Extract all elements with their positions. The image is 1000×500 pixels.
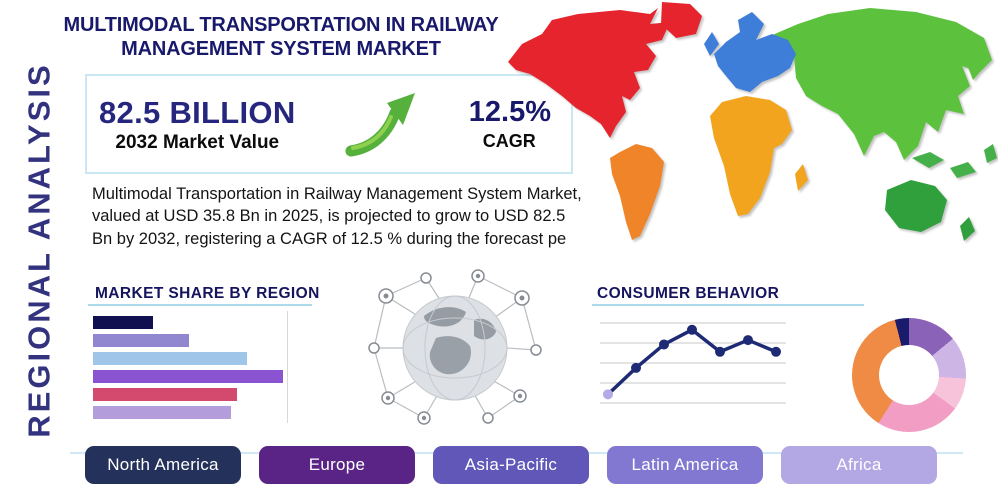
market-share-underline [88, 304, 312, 306]
title-line-1: MULTIMODAL TRANSPORTATION IN RAILWAY [63, 14, 499, 36]
map-greenland [661, 2, 702, 38]
market-share-bar-chart [93, 316, 293, 424]
market-share-bar-4 [93, 370, 283, 383]
map-japan [966, 48, 985, 80]
side-rail: REGIONAL ANALYSIS [0, 0, 80, 500]
map-north-america [508, 8, 670, 138]
trend-dots [603, 324, 781, 400]
page-title: MULTIMODAL TRANSPORTATION IN RAILWAY MAN… [56, 13, 506, 61]
region-button-asia-pacific[interactable]: Asia-Pacific [433, 446, 589, 484]
stats-panel: 82.5 BILLION 2032 Market Value 12.5% CAG… [85, 74, 573, 174]
cagr-block: 12.5% CAGR [469, 96, 551, 152]
consumer-behavior-heading: CONSUMER BEHAVIOR [597, 285, 780, 302]
region-button-africa[interactable]: Africa [781, 446, 937, 484]
market-share-bar-6 [93, 406, 231, 419]
network-node-dots [383, 273, 525, 421]
map-madagascar [795, 164, 808, 191]
region-button-latin-america[interactable]: Latin America [607, 446, 763, 484]
market-share-bar-3 [93, 352, 247, 365]
market-share-heading: MARKET SHARE BY REGION [95, 285, 320, 302]
bar-chart-gridline [287, 311, 288, 423]
world-map [508, 2, 997, 241]
market-value: 82.5 BILLION [99, 94, 296, 130]
line-chart-grid [600, 322, 786, 404]
map-new-zealand [960, 217, 975, 241]
map-south-america [610, 144, 664, 240]
map-asia [770, 8, 992, 160]
market-share-bar-1 [93, 316, 153, 329]
regional-donut-chart [852, 318, 966, 432]
globe-network-icon [368, 269, 542, 425]
market-value-block: 82.5 BILLION 2032 Market Value [99, 95, 296, 154]
market-share-bar-5 [93, 388, 237, 401]
region-buttons: North America Europe Asia-Pacific Latin Ame… [85, 446, 937, 484]
growth-arrow-icon [345, 93, 416, 157]
globe-grid [402, 295, 508, 401]
cagr-value: 12.5% [468, 96, 551, 128]
region-button-europe[interactable]: Europe [259, 446, 415, 484]
consumer-behavior-line-chart [600, 322, 786, 404]
region-button-north-america[interactable]: North America [85, 446, 241, 484]
cagr-caption: CAGR [482, 131, 536, 151]
map-southeast-asia [912, 144, 997, 178]
world-map-continents [508, 2, 997, 241]
globe-continents [424, 307, 496, 375]
market-value-caption: 2032 Market Value [115, 131, 280, 153]
title-line-2: MANAGEMENT SYSTEM MARKET [121, 38, 441, 60]
map-australia [885, 180, 947, 232]
map-uk [704, 32, 719, 56]
side-label: REGIONAL ANALYSIS [22, 62, 58, 438]
market-share-bar-2 [93, 334, 189, 347]
map-africa [710, 96, 792, 216]
map-europe [714, 12, 796, 92]
description-text: Multimodal Transportation in Railway Man… [92, 185, 582, 248]
consumer-behavior-underline [592, 304, 864, 306]
